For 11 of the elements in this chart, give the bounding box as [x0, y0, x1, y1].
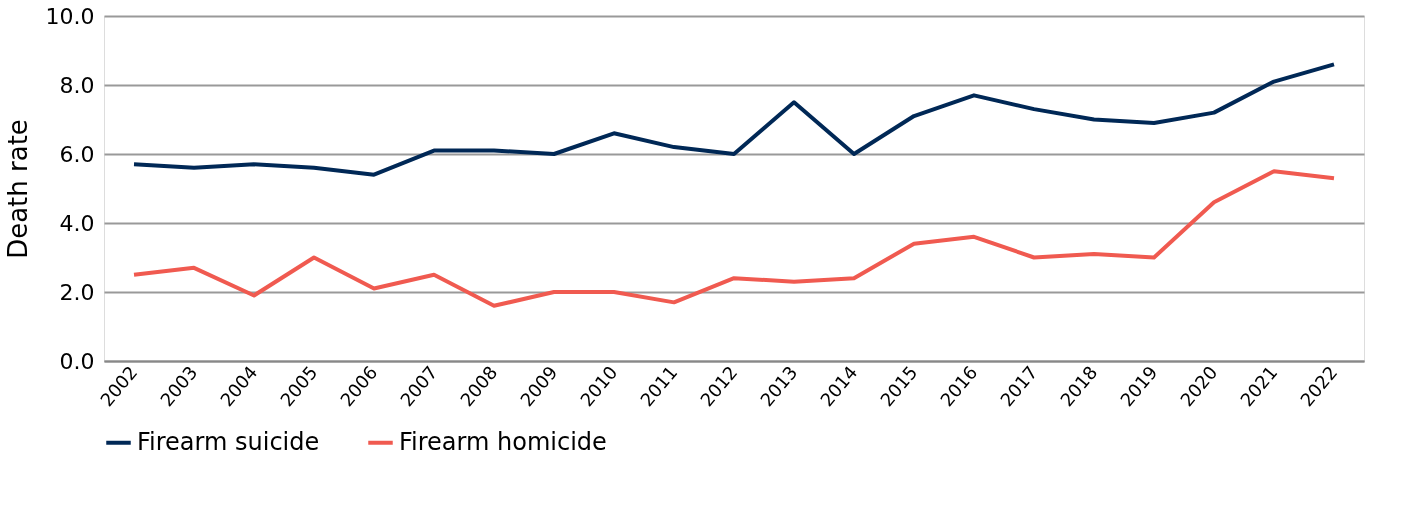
legend-label: Firearm suicide	[137, 427, 320, 456]
y-tick-label: 8.0	[59, 72, 95, 98]
y-axis-title: Death rate	[2, 119, 33, 259]
y-tick-label: 4.0	[59, 210, 95, 236]
y-tick-label: 6.0	[59, 141, 95, 167]
y-tick-label: 2.0	[59, 279, 95, 305]
line-series	[132, 169, 1336, 308]
y-tick-label: 0.0	[59, 348, 95, 374]
y-tick-label: 10.0	[45, 3, 95, 29]
legend-label: Firearm homicide	[399, 427, 607, 456]
line-series	[132, 62, 1336, 177]
